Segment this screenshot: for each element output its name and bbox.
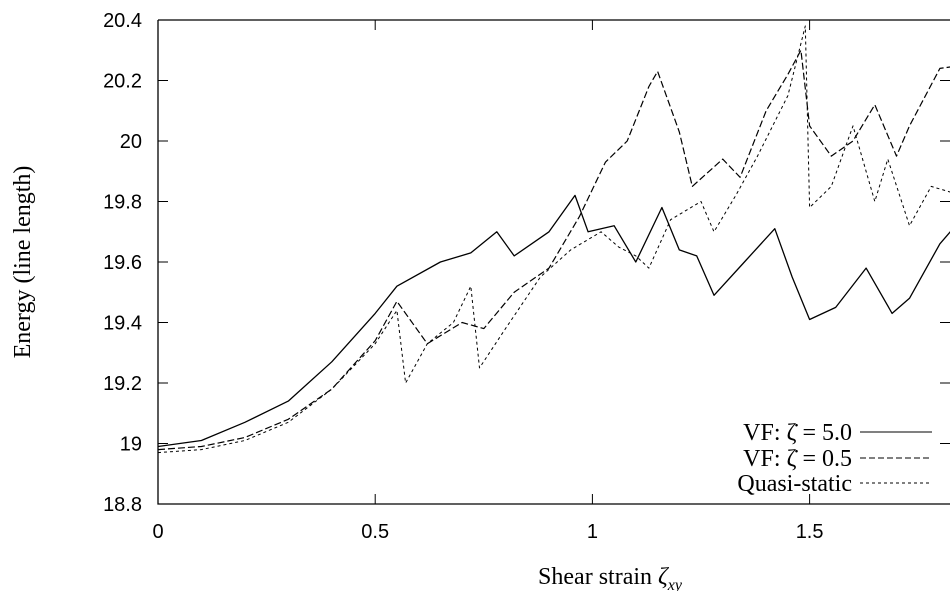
y-axis-title: Energy (line length) bbox=[10, 166, 36, 359]
x-axis-title: Shear strain ζxy bbox=[538, 564, 683, 591]
y-tick-label: 18.8 bbox=[103, 494, 142, 516]
x-tick-label: 1.5 bbox=[796, 521, 824, 543]
series-line-0 bbox=[158, 194, 950, 448]
x-axis-title-main: Shear strain bbox=[538, 564, 658, 590]
legend-label-quasi-static: Quasi-static bbox=[737, 471, 852, 497]
x-axis-title-zeta: ζ bbox=[658, 564, 670, 590]
x-tick-label: 0.5 bbox=[361, 521, 389, 543]
series-line-1 bbox=[158, 49, 950, 451]
legend-label-vf-5: VF: ζ̇ = 5.0 bbox=[743, 420, 852, 446]
legend: VF: ζ̇ = 5.0 VF: ζ̇ = 0.5 Quasi-static bbox=[737, 420, 932, 497]
legend-label-vf-05: VF: ζ̇ = 0.5 bbox=[743, 446, 852, 472]
x-tick-label: 1 bbox=[587, 521, 598, 543]
axis-tick-labels: 00.511.522.533.518.81919.219.419.619.820… bbox=[103, 10, 824, 543]
y-tick-label: 19.8 bbox=[103, 192, 142, 214]
axis-ticks bbox=[157, 19, 950, 505]
y-tick-label: 20.2 bbox=[103, 71, 142, 93]
series-group bbox=[158, 25, 950, 454]
x-axis-title-subscript: xy bbox=[667, 577, 683, 591]
series-line-2 bbox=[158, 25, 950, 454]
x-tick-label: 0 bbox=[152, 521, 163, 543]
y-tick-label: 19.6 bbox=[103, 252, 142, 274]
y-tick-label: 19 bbox=[120, 434, 142, 456]
y-tick-label: 20.4 bbox=[103, 10, 142, 32]
y-tick-label: 20 bbox=[120, 131, 142, 153]
y-tick-label: 19.4 bbox=[103, 313, 142, 335]
y-tick-label: 19.2 bbox=[103, 373, 142, 395]
